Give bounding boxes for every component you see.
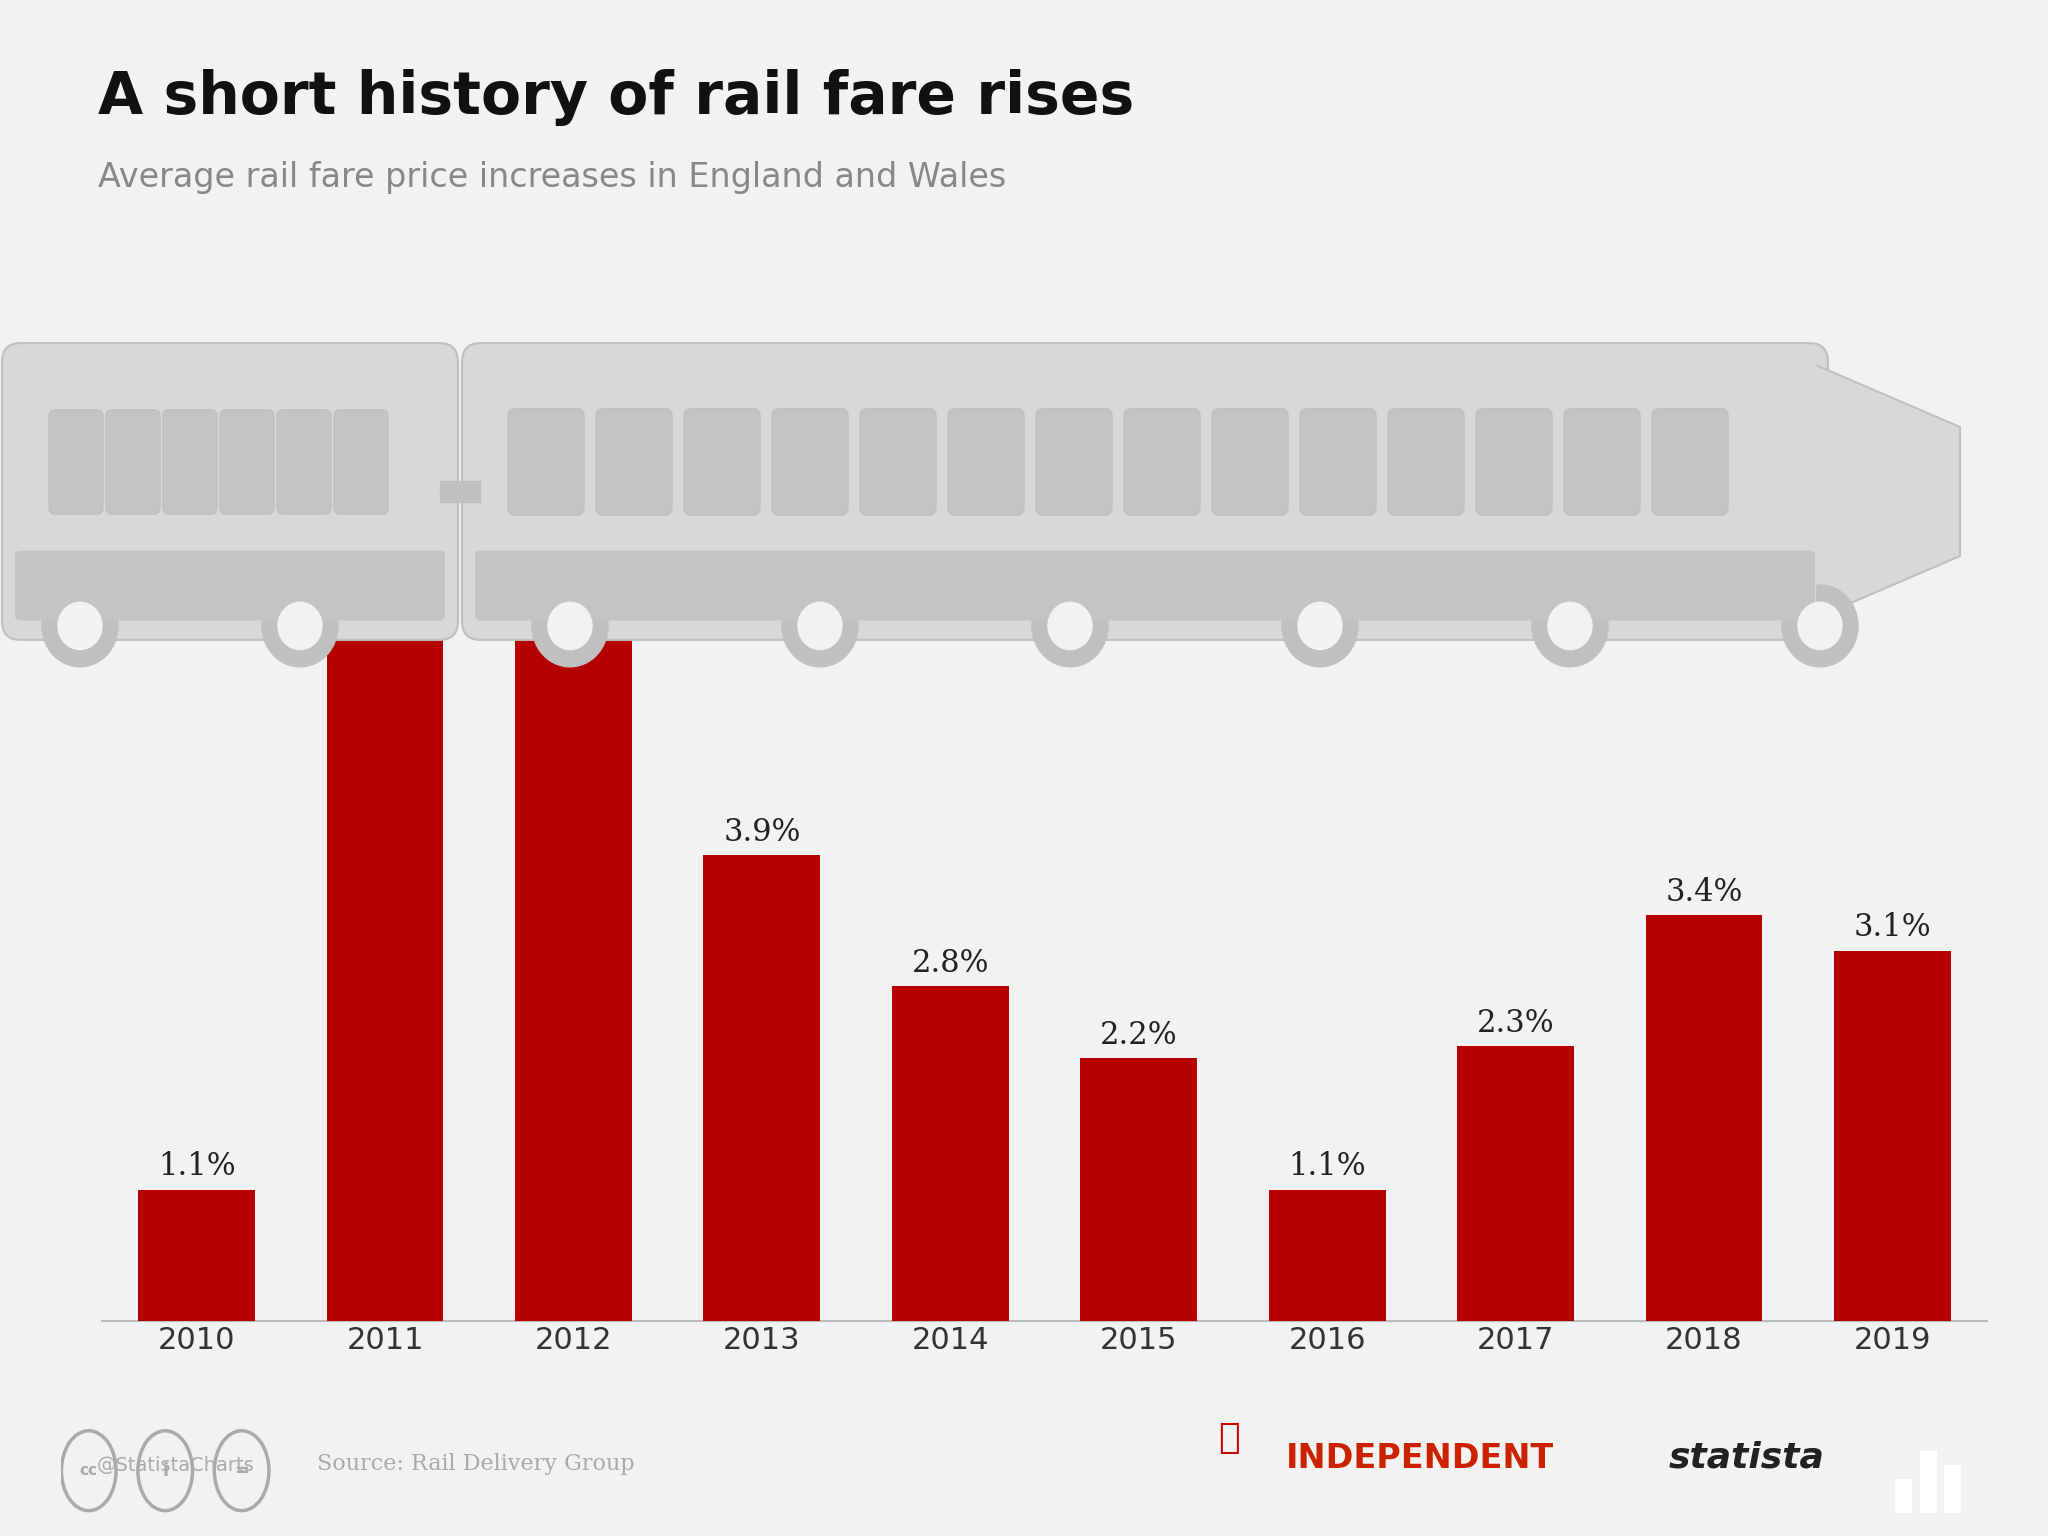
FancyBboxPatch shape (1477, 409, 1552, 515)
FancyBboxPatch shape (49, 410, 102, 515)
FancyBboxPatch shape (475, 551, 1815, 621)
FancyBboxPatch shape (276, 410, 332, 515)
FancyBboxPatch shape (1212, 409, 1288, 515)
Bar (1804, 362, 1815, 621)
Bar (514, 616, 633, 1321)
Circle shape (1282, 585, 1358, 667)
Polygon shape (1810, 362, 1960, 621)
Text: 1.1%: 1.1% (158, 1152, 236, 1183)
FancyBboxPatch shape (1036, 409, 1112, 515)
Bar (1456, 1046, 1575, 1321)
FancyBboxPatch shape (860, 409, 936, 515)
Text: statista: statista (1669, 1441, 1825, 1475)
Circle shape (43, 585, 119, 667)
FancyBboxPatch shape (684, 409, 760, 515)
Bar (1894, 1479, 1913, 1513)
FancyBboxPatch shape (219, 410, 274, 515)
FancyBboxPatch shape (1300, 409, 1376, 515)
FancyBboxPatch shape (596, 409, 672, 515)
Circle shape (1049, 602, 1092, 650)
Bar (1645, 915, 1763, 1321)
Text: Source: Rail Delivery Group: Source: Rail Delivery Group (317, 1453, 635, 1475)
Bar (1944, 1465, 1962, 1513)
Circle shape (57, 602, 102, 650)
Circle shape (279, 602, 322, 650)
Bar (891, 986, 1010, 1321)
FancyBboxPatch shape (164, 410, 217, 515)
Text: 1.1%: 1.1% (1288, 1152, 1366, 1183)
Circle shape (1032, 585, 1108, 667)
Text: Average rail fare price increases in England and Wales: Average rail fare price increases in Eng… (98, 161, 1006, 194)
Circle shape (262, 585, 338, 667)
Circle shape (549, 602, 592, 650)
Bar (137, 1189, 256, 1321)
Text: INDEPENDENT: INDEPENDENT (1286, 1442, 1554, 1475)
Bar (1268, 1189, 1386, 1321)
FancyBboxPatch shape (508, 409, 584, 515)
Circle shape (1798, 602, 1841, 650)
Circle shape (532, 585, 608, 667)
Text: 2.8%: 2.8% (911, 948, 989, 980)
Text: 🦅: 🦅 (1219, 1421, 1241, 1455)
FancyBboxPatch shape (772, 409, 848, 515)
Text: @StatistaCharts: @StatistaCharts (96, 1456, 254, 1475)
FancyBboxPatch shape (2, 343, 459, 641)
Bar (1833, 951, 1952, 1321)
Circle shape (1782, 585, 1858, 667)
Bar (1079, 1058, 1198, 1321)
Text: 3.1%: 3.1% (1853, 912, 1931, 943)
Circle shape (782, 585, 858, 667)
FancyBboxPatch shape (1124, 409, 1200, 515)
Text: i: i (162, 1462, 168, 1479)
FancyBboxPatch shape (463, 343, 1829, 641)
FancyBboxPatch shape (1565, 409, 1640, 515)
FancyBboxPatch shape (1653, 409, 1729, 515)
Text: 2.3%: 2.3% (1477, 1008, 1554, 1038)
Text: 2.2%: 2.2% (1100, 1020, 1178, 1051)
FancyBboxPatch shape (1389, 409, 1464, 515)
Text: 3.9%: 3.9% (723, 817, 801, 848)
Bar (326, 581, 444, 1321)
Bar (440, 481, 479, 502)
Text: A short history of rail fare rises: A short history of rail fare rises (98, 69, 1135, 126)
FancyBboxPatch shape (106, 410, 160, 515)
FancyBboxPatch shape (334, 410, 387, 515)
Text: =: = (233, 1462, 250, 1479)
Circle shape (1548, 602, 1591, 650)
Text: cc: cc (80, 1464, 98, 1478)
Circle shape (799, 602, 842, 650)
Circle shape (1298, 602, 1341, 650)
Bar (1919, 1452, 1937, 1513)
FancyBboxPatch shape (948, 409, 1024, 515)
Text: 5.9%: 5.9% (535, 578, 612, 608)
Text: 3.4%: 3.4% (1665, 877, 1743, 908)
Bar (702, 856, 821, 1321)
Text: 6.2%: 6.2% (346, 542, 424, 573)
Circle shape (1532, 585, 1608, 667)
FancyBboxPatch shape (14, 551, 444, 621)
